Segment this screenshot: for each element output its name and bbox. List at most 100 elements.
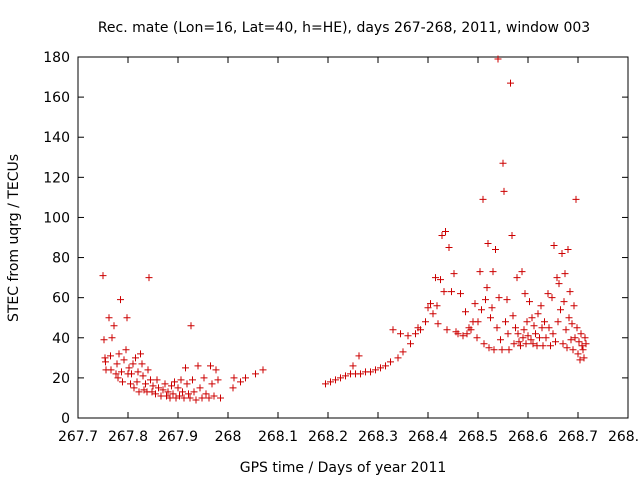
data-point (179, 388, 186, 396)
x-axis-label: GPS time / Days of year 2011 (240, 460, 447, 476)
data-point (122, 346, 130, 354)
x-tick-label: 268.3 (358, 429, 398, 445)
data-point (397, 330, 404, 338)
data-point (505, 346, 513, 354)
data-point (429, 310, 437, 318)
data-point (528, 314, 536, 322)
data-point (576, 356, 584, 364)
data-point (440, 288, 448, 296)
data-point (566, 288, 574, 296)
x-tick-label: 268.5 (458, 429, 498, 445)
data-point (552, 338, 559, 346)
data-point (467, 326, 475, 334)
data-point (190, 388, 198, 396)
data-point (107, 366, 115, 374)
data-point (217, 394, 224, 402)
data-point (168, 382, 175, 390)
data-point (332, 376, 339, 384)
data-point (142, 380, 149, 388)
data-point (513, 274, 521, 282)
data-point (438, 231, 446, 239)
data-point (342, 372, 349, 380)
data-point (521, 290, 529, 298)
data-point (498, 346, 506, 354)
data-point (504, 330, 512, 338)
data-point (417, 326, 424, 334)
data-point (155, 384, 162, 392)
x-tick-label: 268.1 (258, 429, 298, 445)
data-point (536, 334, 543, 342)
data-point (252, 370, 259, 378)
data-point (571, 334, 579, 342)
data-point (575, 338, 583, 346)
data-point (527, 336, 535, 344)
data-point (412, 330, 419, 338)
y-tick-label: 100 (43, 210, 70, 226)
data-point (572, 195, 580, 203)
data-point (169, 390, 177, 398)
y-tick-label: 60 (52, 291, 70, 307)
data-point (457, 290, 464, 298)
x-tick-label: 267.8 (108, 429, 148, 445)
data-point (110, 322, 118, 330)
data-point (427, 300, 434, 308)
x-tick-label: 268 (215, 429, 242, 445)
data-point (573, 324, 581, 332)
data-point (99, 272, 107, 280)
data-point (135, 388, 143, 396)
data-point (490, 346, 498, 354)
data-point (548, 294, 556, 302)
data-point (545, 324, 553, 332)
data-point (492, 246, 499, 254)
data-point (128, 370, 135, 378)
data-point (507, 79, 514, 87)
data-point (394, 354, 402, 362)
data-point (174, 384, 182, 392)
data-point (149, 382, 157, 390)
data-point (185, 390, 192, 398)
data-point (130, 384, 138, 392)
data-point (538, 324, 546, 332)
x-tick-label: 268.8 (608, 429, 640, 445)
data-point (187, 322, 195, 330)
data-point (114, 374, 122, 382)
data-point (212, 366, 220, 374)
axes: 267.7 267.8 267.9 268 268.1 268.2 268.3 268.4 26… (43, 50, 640, 445)
data-point (437, 276, 444, 284)
data-point (562, 326, 570, 334)
data-point (529, 340, 537, 348)
data-point (399, 348, 407, 356)
data-point (129, 360, 137, 368)
data-point (107, 352, 114, 360)
data-point (450, 270, 458, 278)
data-point (445, 244, 453, 252)
data-point (177, 376, 185, 384)
data-point (547, 342, 554, 350)
data-point (459, 332, 467, 340)
data-point (127, 380, 134, 388)
data-point (550, 242, 558, 250)
y-tick-label: 180 (43, 50, 70, 66)
data-point (183, 380, 191, 388)
data-point (463, 330, 471, 338)
data-point (357, 370, 364, 378)
y-tick-label: 40 (52, 331, 70, 347)
data-point (473, 334, 481, 342)
data-point (159, 386, 167, 394)
chart-title: Rec. mate (Lon=16, Lat=40, h=HE), days 2… (98, 20, 590, 36)
data-point (532, 330, 539, 338)
data-point (544, 290, 552, 298)
data-point (499, 159, 507, 167)
data-point (500, 187, 508, 195)
data-point (454, 330, 462, 338)
data-point (164, 388, 172, 396)
data-point (579, 346, 587, 354)
data-point (198, 394, 206, 402)
data-point (565, 314, 573, 322)
data-point (139, 372, 147, 380)
y-tick-label: 160 (43, 90, 70, 106)
data-point (510, 340, 518, 348)
data-point (200, 374, 208, 382)
data-point (530, 322, 538, 330)
data-point (485, 344, 493, 352)
